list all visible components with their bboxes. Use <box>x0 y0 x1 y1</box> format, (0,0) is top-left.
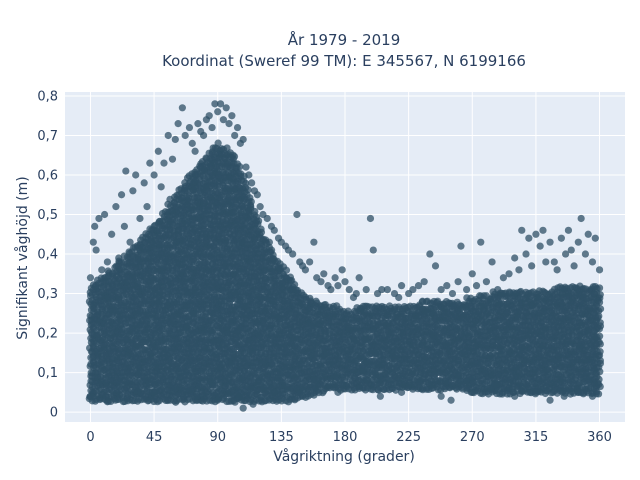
data-point <box>265 238 273 246</box>
data-point <box>257 228 266 236</box>
data-points <box>85 100 605 412</box>
data-point <box>230 152 239 161</box>
data-point <box>214 139 222 147</box>
data-point <box>244 186 252 194</box>
data-point <box>282 266 291 274</box>
data-point <box>255 217 263 225</box>
data-point <box>236 163 244 171</box>
data-point <box>247 198 255 206</box>
